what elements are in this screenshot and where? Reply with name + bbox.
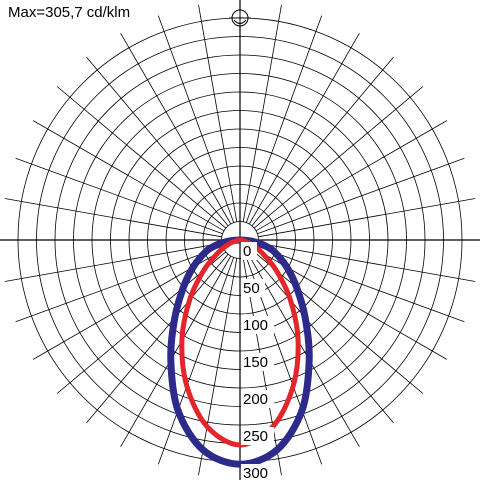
radial-tick-label: 0 [243, 243, 251, 260]
grid-radial-line [255, 120, 448, 232]
tick-label-background [241, 353, 274, 371]
grid-radial-line [4, 242, 222, 282]
tick-label-background [241, 464, 274, 480]
tick-label-background [241, 242, 257, 260]
tick-label-background [241, 427, 274, 445]
grid-radial-line [257, 157, 465, 235]
radial-tick-label: 100 [243, 317, 268, 334]
radial-tick-label: 150 [243, 354, 268, 371]
tick-label-background [241, 316, 274, 334]
grid-radial-line [15, 157, 223, 235]
grid-radial-line [253, 251, 424, 394]
intensity-curves [167, 236, 313, 468]
grid-radial-line [157, 257, 235, 465]
grid-radial-line [257, 245, 465, 323]
tick-label-background [241, 390, 274, 408]
radial-tick-label: 50 [243, 280, 260, 297]
grid-radial-line [15, 245, 223, 323]
series-curve-c0-c180 [167, 236, 313, 468]
grid-radial-line [198, 258, 238, 476]
grid-radial-line [251, 253, 394, 424]
grid-radial-line [258, 242, 476, 282]
grid-radial-line [258, 198, 476, 238]
grid-radial-line [157, 15, 235, 223]
grid-radial-line [86, 253, 229, 424]
grid-radial-line [4, 198, 222, 238]
series-curve-c90-c270 [179, 237, 301, 448]
grid-radial-line [120, 255, 232, 448]
grid-radial-line [56, 86, 227, 229]
grid-radial-line [253, 86, 424, 229]
tick-label-background [241, 279, 265, 297]
max-intensity-label: Max=305,7 cd/klm [6, 4, 133, 21]
grid-radial-line [245, 15, 323, 223]
grid-radial-line [251, 56, 394, 227]
radial-tick-labels: 0 50 100 150 200 250 300 [241, 242, 274, 480]
grid-radial-line [248, 33, 360, 225]
radial-tick-label: 250 [243, 428, 268, 445]
radial-tick-label: 300 [243, 465, 268, 480]
grid-radial-line [32, 120, 225, 232]
c-plane-icon [229, 7, 251, 29]
grid-radial-line [248, 255, 360, 447]
grid-radial-line [198, 4, 238, 222]
grid-radial-line [86, 56, 229, 227]
grid-radial-line [242, 4, 282, 222]
grid-radial-line [56, 251, 227, 394]
radial-tick-label: 200 [243, 391, 268, 408]
grid-radial-line [120, 32, 232, 225]
